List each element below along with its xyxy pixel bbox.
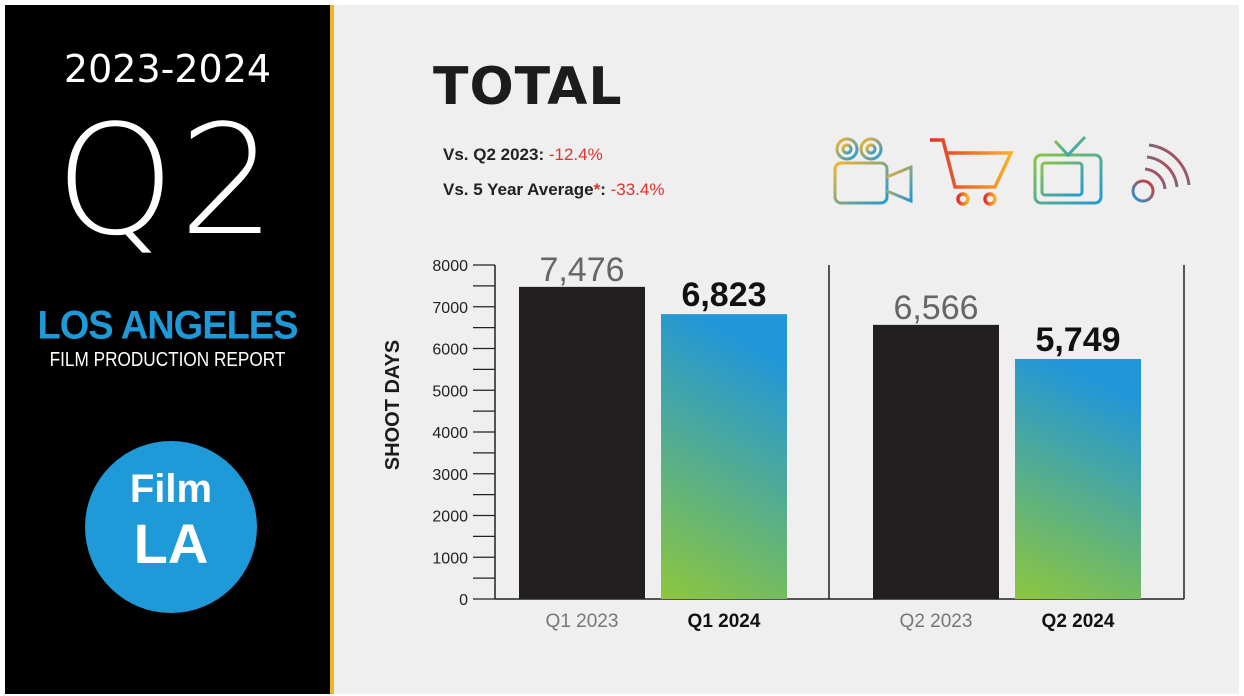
bar-series bbox=[519, 286, 1141, 599]
broadcast-signal-icon bbox=[1131, 143, 1191, 203]
y-tick-label: 8000 bbox=[432, 258, 468, 275]
comparison-vs-q2-2023: Vs. Q2 2023: -12.4% bbox=[443, 145, 603, 165]
chart-title: TOTAL bbox=[433, 57, 623, 117]
report-quarter: Q2 bbox=[55, 92, 280, 269]
bar-value-label: 6,566 bbox=[893, 289, 978, 327]
filmla-logo: Film LA bbox=[85, 441, 257, 613]
category-label: Q1 2023 bbox=[546, 611, 619, 632]
city-name: LOS ANGELES bbox=[37, 303, 299, 349]
bar bbox=[661, 314, 787, 599]
y-tick-label: 1000 bbox=[432, 550, 468, 567]
bar-value-label: 5,749 bbox=[1035, 321, 1120, 359]
y-tick-label: 7000 bbox=[432, 300, 468, 317]
y-axis-label: SHOOT DAYS bbox=[382, 340, 404, 470]
bar bbox=[873, 324, 999, 599]
comparison-vs-5yr-average: Vs. 5 Year Average*: -33.4% bbox=[443, 180, 665, 200]
y-axis-ticks: 0 1000 2000 3000 4000 5000 6000 7000 8000 bbox=[432, 258, 495, 609]
comparison-label: Vs. 5 Year Average bbox=[443, 180, 594, 199]
y-tick-label: 6000 bbox=[432, 342, 468, 359]
bar-value-label: 6,823 bbox=[681, 276, 766, 314]
bar bbox=[519, 286, 645, 599]
category-label: Q1 2024 bbox=[688, 611, 761, 632]
slide-frame: 2023-2024 Q2 LOS ANGELES FILM PRODUCTION… bbox=[5, 5, 1239, 694]
category-labels: Q1 2023 Q1 2024 Q2 2023 Q2 2024 bbox=[546, 611, 1115, 632]
television-icon bbox=[1033, 135, 1103, 205]
sidebar-panel: 2023-2024 Q2 LOS ANGELES FILM PRODUCTION… bbox=[5, 5, 330, 694]
comparison-label: Vs. Q2 2023: bbox=[443, 145, 545, 164]
y-tick-label: 5000 bbox=[432, 383, 468, 400]
y-tick-label: 2000 bbox=[432, 509, 468, 526]
report-years: 2023-2024 bbox=[63, 47, 272, 91]
bar-value-label: 7,476 bbox=[539, 251, 624, 289]
category-icons bbox=[825, 125, 1205, 215]
comparison-value: -33.4% bbox=[610, 180, 665, 199]
bar bbox=[1015, 358, 1141, 599]
logo-text-la: LA bbox=[133, 512, 209, 575]
y-tick-label: 4000 bbox=[432, 425, 468, 442]
asterisk-mark: * bbox=[593, 180, 601, 199]
shopping-cart-icon bbox=[930, 138, 1014, 206]
category-label: Q2 2024 bbox=[1042, 611, 1115, 632]
film-camera-icon bbox=[833, 137, 913, 205]
logo-text-film: Film bbox=[129, 467, 213, 511]
bar-value-labels: 7,476 6,823 6,566 5,749 bbox=[539, 251, 1120, 359]
colon-mark: : bbox=[600, 180, 606, 199]
comparison-value: -12.4% bbox=[548, 145, 603, 164]
shoot-days-bar-chart: SHOOT DAYS 0 1000 2000 3000 4000 5000 6000 7000… bbox=[382, 251, 1185, 632]
report-subtitle: FILM PRODUCTION REPORT bbox=[49, 349, 286, 371]
y-tick-label: 0 bbox=[459, 592, 468, 609]
y-tick-label: 3000 bbox=[432, 467, 468, 484]
category-label: Q2 2023 bbox=[900, 611, 973, 632]
accent-divider bbox=[330, 5, 334, 694]
